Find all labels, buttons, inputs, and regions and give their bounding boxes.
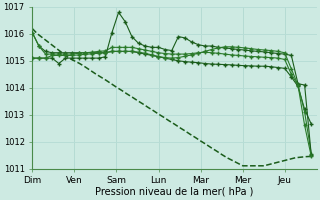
X-axis label: Pression niveau de la mer( hPa ): Pression niveau de la mer( hPa ) [95, 187, 253, 197]
